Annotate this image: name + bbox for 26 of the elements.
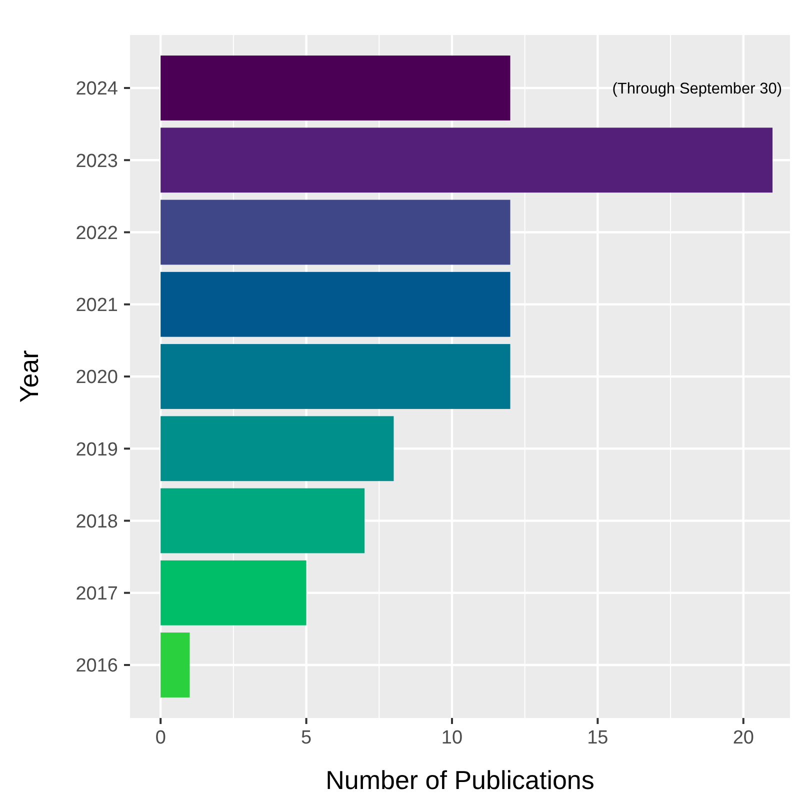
- y-tick-label: 2017: [76, 584, 118, 605]
- bar: [160, 128, 773, 193]
- y-tick-label: 2021: [76, 295, 118, 316]
- y-tick-label: 2016: [76, 656, 118, 677]
- x-tick-label: 10: [441, 727, 463, 748]
- bar: [160, 200, 510, 265]
- x-tick-label: 20: [732, 727, 754, 748]
- y-tick-label: 2023: [76, 150, 118, 172]
- y-tick-label: 2024: [76, 78, 118, 100]
- annotation: (Through September 30): [612, 80, 782, 98]
- y-tick-label: 2020: [76, 367, 118, 388]
- y-tick-label: 2018: [76, 511, 118, 532]
- x-tick-label: 15: [587, 727, 608, 748]
- y-tick-label: 2019: [76, 439, 118, 460]
- bar: [160, 56, 510, 120]
- bar: [160, 560, 306, 626]
- x-axis-title: Number of Publications: [326, 765, 594, 795]
- y-tick-label: 2022: [76, 222, 118, 244]
- bar: [160, 632, 190, 698]
- bar: [160, 488, 365, 554]
- bar: [160, 272, 510, 337]
- x-tick-label: 5: [301, 727, 312, 748]
- bar: [160, 344, 510, 409]
- x-tick-label: 0: [155, 727, 166, 748]
- bar: [160, 416, 394, 482]
- y-axis-title: Year: [14, 350, 44, 403]
